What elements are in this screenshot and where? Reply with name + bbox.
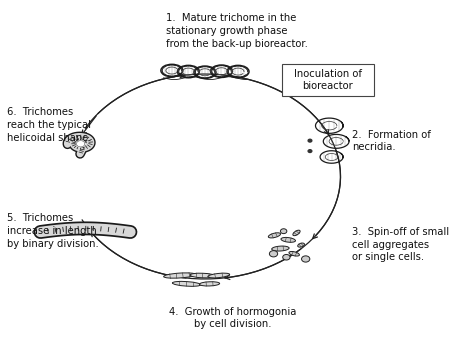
Text: 5.  Trichomes
increase in length
by binary division.: 5. Trichomes increase in length by binar… <box>8 213 99 249</box>
Ellipse shape <box>298 243 304 247</box>
Circle shape <box>283 255 290 260</box>
Circle shape <box>269 251 278 257</box>
Text: 2.  Formation of
necridia.: 2. Formation of necridia. <box>352 130 431 152</box>
Circle shape <box>76 140 85 147</box>
Text: 3.  Spin-off of small
cell aggregates
or single cells.: 3. Spin-off of small cell aggregates or … <box>352 227 449 263</box>
Ellipse shape <box>272 246 289 251</box>
FancyBboxPatch shape <box>282 64 374 96</box>
Ellipse shape <box>289 251 300 256</box>
Ellipse shape <box>281 238 295 242</box>
Circle shape <box>308 139 312 142</box>
Ellipse shape <box>190 273 215 278</box>
Ellipse shape <box>164 273 196 278</box>
Text: 6.  Trichomes
reach the typical
helicoidal shape.: 6. Trichomes reach the typical helicoida… <box>8 107 92 143</box>
Text: Inoculation of
bioreactor: Inoculation of bioreactor <box>294 69 362 91</box>
Circle shape <box>308 150 312 152</box>
Text: 1.  Mature trichome in the
stationary growth phase
from the back-up bioreactor.: 1. Mature trichome in the stationary gro… <box>166 13 308 49</box>
Ellipse shape <box>208 273 230 278</box>
Text: 4.  Growth of hormogonia
by cell division.: 4. Growth of hormogonia by cell division… <box>169 306 296 329</box>
Ellipse shape <box>173 281 201 286</box>
Circle shape <box>281 229 287 234</box>
Ellipse shape <box>268 233 281 238</box>
Circle shape <box>301 256 310 262</box>
Ellipse shape <box>293 230 300 236</box>
Ellipse shape <box>200 282 219 286</box>
